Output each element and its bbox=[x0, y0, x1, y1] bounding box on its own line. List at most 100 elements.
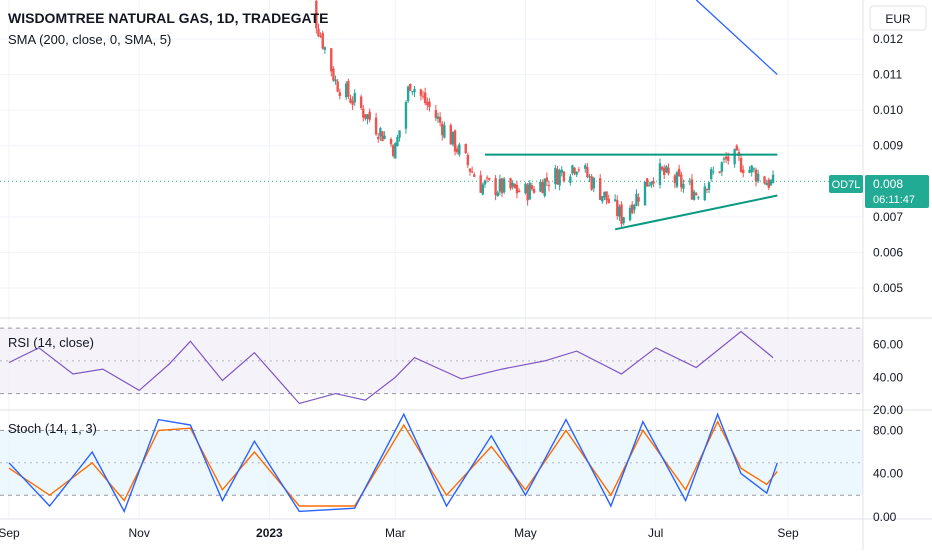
candle-body bbox=[562, 171, 566, 181]
x-tick-label: 2023 bbox=[256, 526, 283, 540]
x-tick-label: May bbox=[514, 526, 537, 540]
candle-body bbox=[554, 167, 557, 185]
candle-body bbox=[750, 165, 753, 173]
candle-body bbox=[364, 114, 367, 119]
candle-body bbox=[511, 182, 514, 187]
candle-body bbox=[613, 199, 617, 202]
candle-body bbox=[586, 167, 589, 177]
candle-body bbox=[496, 192, 499, 197]
currency-label: EUR bbox=[885, 12, 911, 26]
candle-body bbox=[539, 181, 542, 192]
candle-body bbox=[739, 158, 743, 173]
candle-body bbox=[541, 181, 544, 194]
candle-body bbox=[409, 83, 412, 91]
candle-body bbox=[633, 205, 636, 210]
candle-body bbox=[616, 200, 619, 217]
candle-body bbox=[663, 167, 666, 175]
candle-body bbox=[718, 171, 721, 173]
candle-body bbox=[441, 123, 444, 136]
candle-body bbox=[682, 183, 685, 189]
candle-body bbox=[391, 145, 395, 157]
candle-body bbox=[381, 131, 384, 142]
x-tick-label: Mar bbox=[385, 526, 406, 540]
candle-body bbox=[455, 148, 459, 153]
candle-body bbox=[366, 114, 369, 120]
candle-body bbox=[526, 184, 529, 201]
candle-body bbox=[618, 206, 621, 217]
candle-body bbox=[398, 130, 401, 138]
candle-body bbox=[323, 47, 327, 50]
candle-body bbox=[692, 191, 696, 200]
candle-body bbox=[481, 184, 485, 195]
candle-body bbox=[707, 182, 711, 190]
axis-labels: Sep Nov 2023 Mar May Jul Sep 0.012 0.011 0.010 0.0… bbox=[0, 32, 903, 540]
candle-body bbox=[569, 176, 572, 183]
candle-body bbox=[428, 101, 431, 108]
candle-body bbox=[353, 93, 356, 103]
stoch-tick-label: 40.00 bbox=[873, 467, 903, 481]
price-tick-label: 0.010 bbox=[873, 103, 903, 117]
candle-body bbox=[419, 89, 423, 96]
candle-body bbox=[528, 182, 531, 200]
symbol-tag-label: OD7L bbox=[832, 179, 861, 191]
stoch-tick-label: 80.00 bbox=[873, 423, 903, 437]
stoch-band bbox=[0, 430, 863, 496]
candle-body bbox=[605, 191, 608, 201]
candle-body bbox=[374, 117, 378, 135]
sma-200-line bbox=[695, 0, 778, 76]
candle-body bbox=[468, 168, 472, 172]
candle-body bbox=[338, 92, 342, 96]
candle-body bbox=[464, 143, 467, 154]
candle-body bbox=[620, 204, 623, 224]
candle-body bbox=[347, 80, 350, 97]
candle-body bbox=[673, 175, 677, 184]
candle-body bbox=[543, 178, 546, 196]
rsi-line bbox=[8, 330, 774, 405]
candle-body bbox=[675, 172, 679, 187]
stoch-k-line bbox=[8, 412, 778, 514]
rsi-tick-label: 20.00 bbox=[873, 403, 903, 417]
candle-body bbox=[771, 174, 775, 184]
candle-body bbox=[530, 185, 534, 190]
candle-body bbox=[509, 178, 512, 189]
candle-body bbox=[660, 166, 664, 170]
candle-body bbox=[423, 92, 427, 104]
candle-body bbox=[763, 176, 766, 184]
candle-body bbox=[396, 136, 399, 147]
candle-body bbox=[560, 169, 563, 173]
candle-body bbox=[677, 168, 681, 176]
candle-body bbox=[607, 198, 610, 204]
candle-body bbox=[470, 171, 474, 173]
candle-body bbox=[349, 98, 352, 103]
candle-body bbox=[315, 0, 318, 29]
candle-body bbox=[588, 176, 591, 178]
price-tick-label: 0.006 bbox=[873, 245, 903, 259]
candle-body bbox=[635, 193, 638, 206]
currency-button[interactable] bbox=[869, 5, 927, 31]
candle-body bbox=[479, 175, 482, 193]
candle-body bbox=[695, 193, 698, 195]
candle-body bbox=[404, 102, 408, 129]
candle-body bbox=[733, 149, 736, 165]
candle-body bbox=[345, 83, 348, 98]
candle-body bbox=[584, 165, 587, 169]
candle-body bbox=[741, 169, 745, 174]
candle-body bbox=[577, 169, 581, 171]
candle-body bbox=[451, 131, 455, 145]
price-tick-label: 0.009 bbox=[873, 139, 903, 153]
candle-body bbox=[443, 125, 446, 138]
x-tick-label: Sep bbox=[777, 526, 799, 540]
stoch-tick-label: 0.00 bbox=[873, 510, 897, 524]
candle-body bbox=[703, 186, 706, 201]
candle-body bbox=[727, 156, 730, 161]
candle-body bbox=[319, 35, 322, 37]
candle-body bbox=[377, 136, 380, 140]
candle-body bbox=[690, 179, 694, 200]
price-tick-label: 0.007 bbox=[873, 210, 903, 224]
candle-body bbox=[575, 171, 578, 175]
candle-body bbox=[449, 124, 452, 145]
candle-body bbox=[754, 169, 758, 182]
candle-body bbox=[765, 182, 768, 186]
